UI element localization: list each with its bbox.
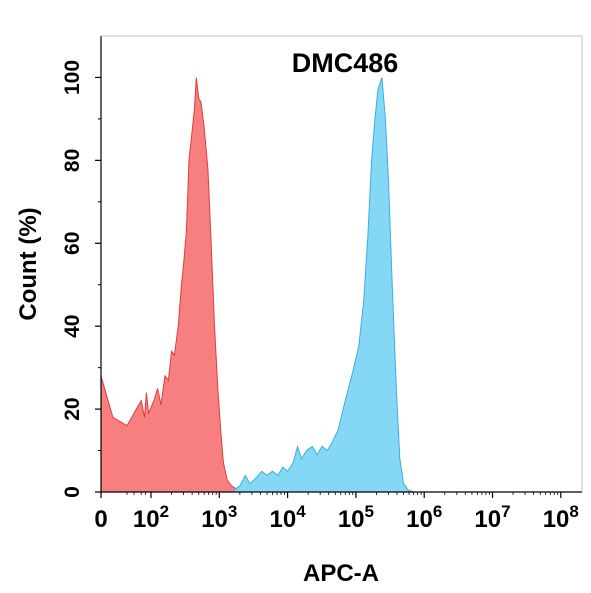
axes-group: 0 20 40 60 80 100 0 102 103 104 105 106 107 108 bbox=[61, 35, 583, 533]
y-tick-label: 40 bbox=[61, 315, 84, 338]
y-tick-label: 0 bbox=[61, 486, 84, 498]
plot-series-group bbox=[100, 77, 439, 493]
x-tick-label: 105 bbox=[338, 502, 374, 533]
chart-title: DMC486 bbox=[292, 48, 399, 78]
x-tick-label: 108 bbox=[543, 502, 579, 533]
y-tick-label: 80 bbox=[61, 149, 84, 172]
series-area-1 bbox=[100, 77, 243, 493]
series-area-2 bbox=[229, 77, 439, 493]
x-tick-label: 0 bbox=[94, 506, 107, 533]
x-tick-label: 104 bbox=[270, 502, 307, 533]
y-tick-label: 20 bbox=[61, 397, 84, 420]
x-axis-label: APC-A bbox=[303, 560, 379, 587]
x-tick-label: 107 bbox=[474, 502, 510, 533]
y-axis-label: Count (%) bbox=[15, 207, 42, 320]
y-tick-label: 100 bbox=[61, 60, 84, 95]
x-tick-label: 102 bbox=[133, 502, 169, 533]
y-tick-label: 60 bbox=[61, 232, 84, 255]
x-tick-label: 103 bbox=[201, 502, 237, 533]
x-tick-label: 106 bbox=[406, 502, 442, 533]
